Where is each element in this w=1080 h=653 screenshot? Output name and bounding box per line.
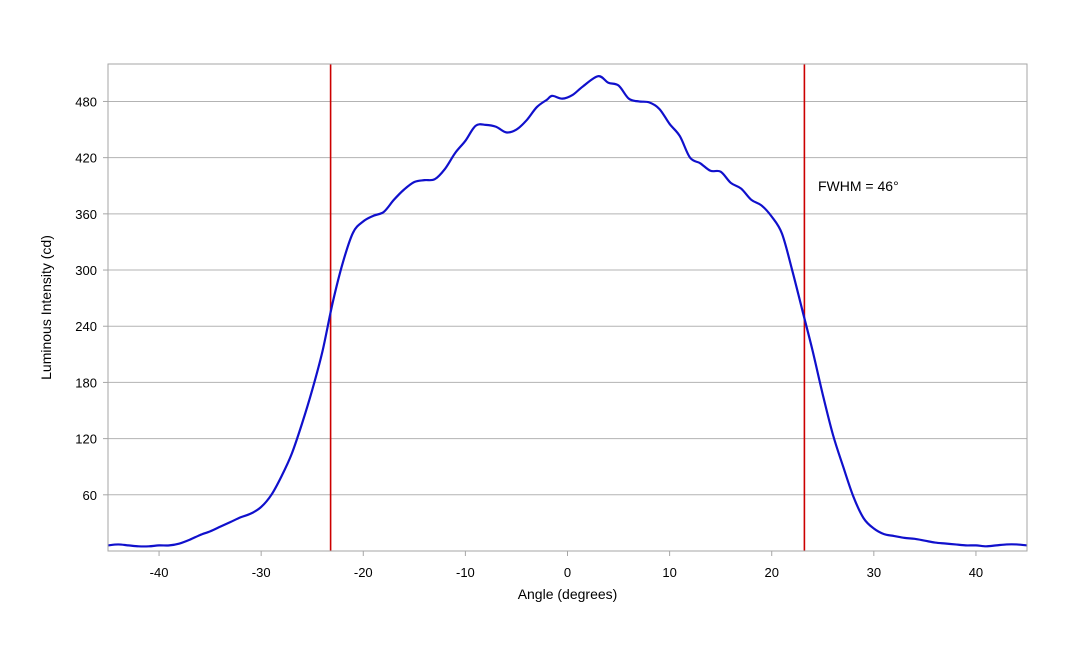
y-tick-label: 300 — [75, 263, 97, 278]
intensity-curve — [107, 75, 1028, 548]
x-tick-label: 10 — [662, 565, 676, 580]
y-tick-label: 420 — [75, 151, 97, 166]
x-tick-label: 0 — [564, 565, 571, 580]
x-tick-label: -10 — [456, 565, 475, 580]
x-tick-label: 20 — [764, 565, 778, 580]
x-axis-label: Angle (degrees) — [518, 586, 618, 602]
x-tick-label: -40 — [150, 565, 169, 580]
y-tick-label: 60 — [83, 488, 97, 503]
x-tick-label: 30 — [867, 565, 881, 580]
fwhm-annotation: FWHM = 46° — [818, 178, 899, 194]
y-tick-label: 360 — [75, 207, 97, 222]
series-layer — [107, 75, 1028, 548]
x-tick-label: -30 — [252, 565, 271, 580]
y-tick-label: 120 — [75, 432, 97, 447]
reference-lines — [329, 64, 806, 551]
y-axis-label: Luminous Intensity (cd) — [38, 235, 54, 380]
x-axis-ticks: -40 -30 -20 -10 0 10 20 30 40 — [150, 551, 983, 580]
y-tick-label: 480 — [75, 94, 97, 109]
y-tick-label: 240 — [75, 319, 97, 334]
y-tick-label: 180 — [75, 375, 97, 390]
gridlines — [108, 100, 1027, 496]
x-tick-label: 40 — [969, 565, 983, 580]
x-tick-label: -20 — [354, 565, 373, 580]
plot-frame — [107, 63, 1028, 552]
y-axis-ticks: 60 120 180 240 300 360 420 480 — [75, 94, 108, 503]
